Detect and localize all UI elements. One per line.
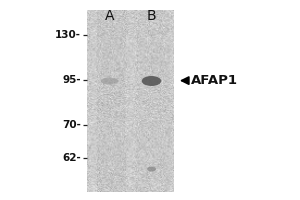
Ellipse shape — [100, 77, 118, 84]
Text: 130-: 130- — [55, 30, 81, 40]
Text: 70-: 70- — [62, 120, 81, 130]
Text: B: B — [147, 9, 156, 23]
Text: AFAP1: AFAP1 — [190, 74, 238, 87]
Text: A: A — [105, 9, 114, 23]
Text: 62-: 62- — [62, 153, 81, 163]
Ellipse shape — [147, 166, 156, 171]
Ellipse shape — [142, 76, 161, 86]
Bar — [87, 10, 174, 192]
Text: 95-: 95- — [62, 75, 81, 85]
